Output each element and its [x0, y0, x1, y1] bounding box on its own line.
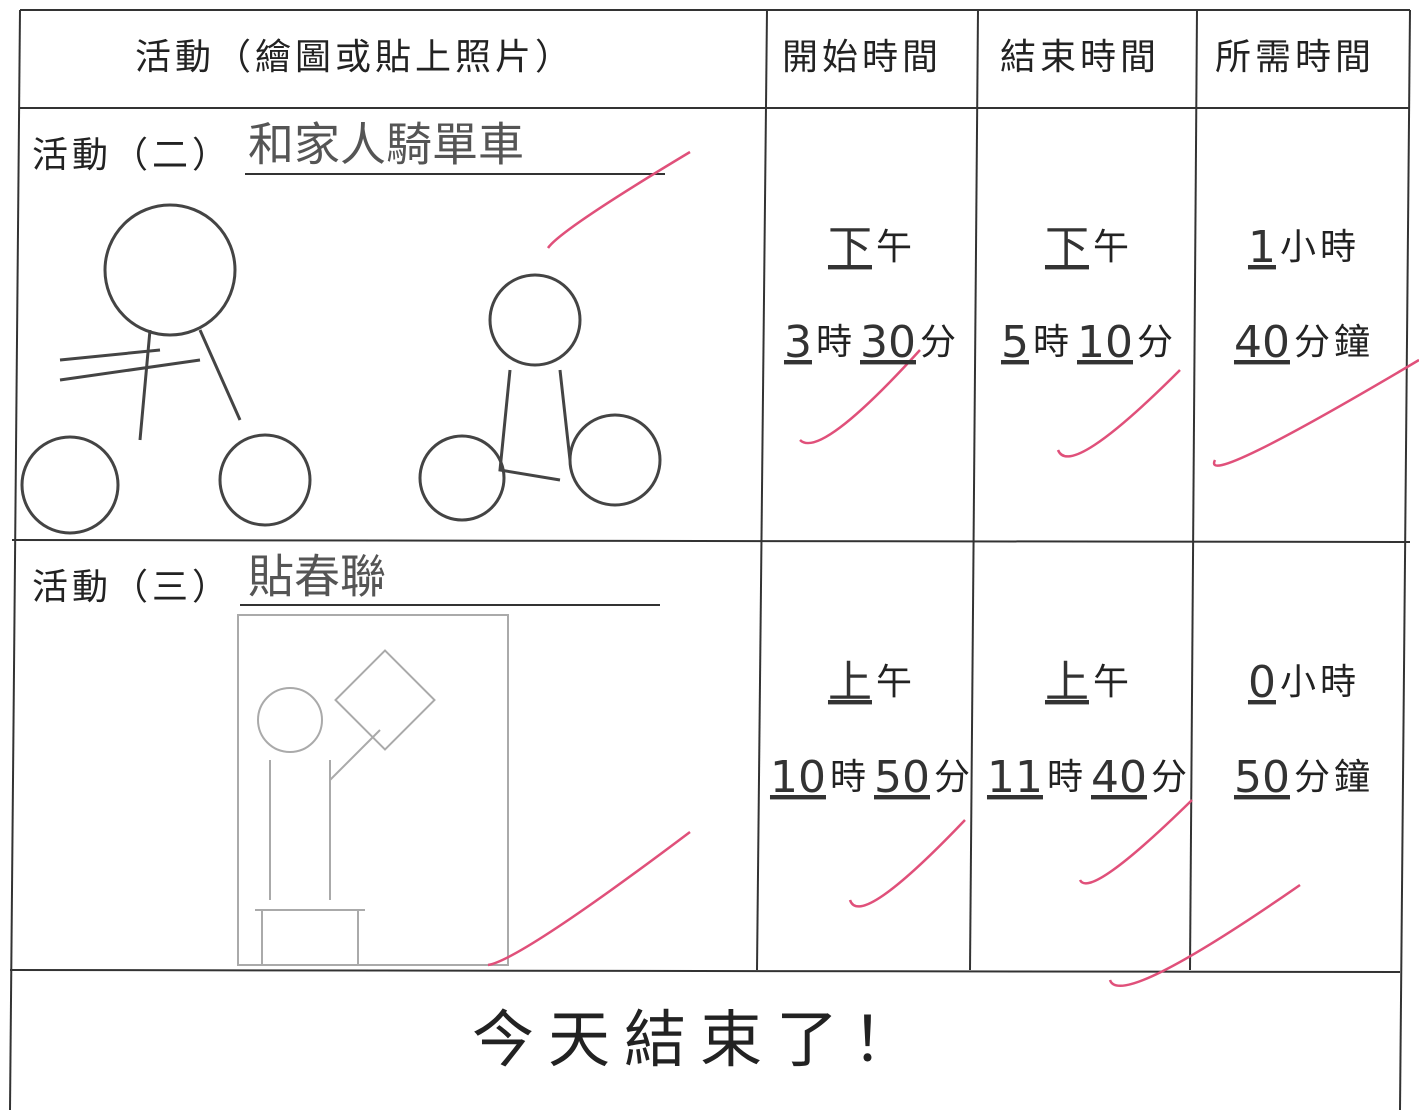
unit-label: 時: [830, 757, 870, 798]
time-line: 40 分鐘: [1234, 317, 1374, 368]
header-start: 開始時間: [782, 37, 942, 78]
time-line: 5 時10 分: [1001, 317, 1177, 368]
time-line: 1 小時: [1248, 222, 1360, 273]
unit-label: 分: [934, 757, 974, 798]
time-line: 50 分鐘: [1234, 752, 1374, 803]
unit-label: 時: [1047, 757, 1087, 798]
handwritten-value: 1: [1248, 222, 1276, 273]
time-line: 0 小時: [1248, 657, 1360, 708]
time-line: 下午: [1045, 222, 1133, 273]
unit-label: 小時: [1280, 227, 1360, 268]
unit-label: 分鐘: [1294, 757, 1374, 798]
couplet-drawing: [237, 614, 509, 966]
unit-label: 午: [876, 662, 916, 703]
handwritten-value: 下: [828, 222, 872, 273]
handwritten-value: 10: [1077, 317, 1133, 368]
unit-label: 小時: [1280, 662, 1360, 703]
handwritten-value: 下: [1045, 222, 1089, 273]
handwritten-value: 10: [770, 752, 826, 803]
unit-label: 午: [1093, 227, 1133, 268]
footer: 今天結束了！: [472, 1003, 928, 1076]
time-line: 10 時50 分: [770, 752, 974, 803]
handwritten-value: 3: [784, 317, 812, 368]
handwritten-value: 40: [1091, 752, 1147, 803]
activity-name: 和家人騎單車: [248, 118, 524, 172]
unit-label: 時: [1033, 322, 1073, 363]
activity-label: 活動（三）: [32, 567, 232, 608]
activity-name: 貼春聯: [248, 550, 386, 604]
check-marks: [487, 150, 1419, 988]
handwritten-value: 40: [1234, 317, 1290, 368]
handwritten-value: 50: [1234, 752, 1290, 803]
handwritten-value: 11: [987, 752, 1043, 803]
time-line: 下午: [828, 222, 916, 273]
header-duration: 所需時間: [1215, 37, 1375, 78]
time-line: 上午: [1045, 657, 1133, 708]
unit-label: 午: [1093, 662, 1133, 703]
unit-label: 時: [816, 322, 856, 363]
handwritten-value: 上: [828, 657, 872, 708]
unit-label: 分: [1151, 757, 1191, 798]
unit-label: 分鐘: [1294, 322, 1374, 363]
table-grid: [9, 9, 1411, 1111]
handwritten-value: 30: [860, 317, 916, 368]
unit-label: 分: [920, 322, 960, 363]
unit-label: 午: [876, 227, 916, 268]
handwritten-value: 上: [1045, 657, 1089, 708]
handwritten-value: 5: [1001, 317, 1029, 368]
time-line: 上午: [828, 657, 916, 708]
activity-label: 活動（二）: [32, 135, 232, 176]
header-activity: 活動（繪圖或貼上照片）: [135, 37, 575, 78]
time-line: 3 時30 分: [784, 317, 960, 368]
unit-label: 分: [1137, 322, 1177, 363]
handwritten-value: 0: [1248, 657, 1276, 708]
bike-drawing: [20, 203, 662, 535]
header-end: 結束時間: [1000, 37, 1160, 78]
time-line: 11 時40 分: [987, 752, 1191, 803]
handwritten-value: 50: [874, 752, 930, 803]
